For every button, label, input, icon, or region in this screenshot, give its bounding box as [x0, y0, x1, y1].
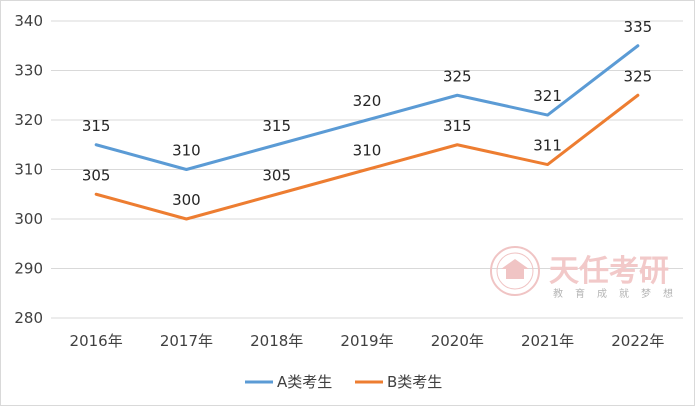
y-tick-label: 300	[14, 210, 43, 228]
x-tick-label: 2019年	[340, 332, 393, 350]
x-tick-label: 2021年	[521, 332, 574, 350]
x-tick-label: 2018年	[250, 332, 303, 350]
watermark-slogan: 教育成就梦想	[553, 287, 673, 300]
legend-label: B类考生	[387, 373, 442, 391]
watermark-slogan-char: 就	[619, 287, 629, 300]
y-tick-label: 290	[14, 260, 43, 278]
data-label: 311	[533, 137, 562, 155]
data-label: 310	[172, 142, 201, 160]
data-label: 321	[533, 87, 562, 105]
data-label: 320	[353, 92, 382, 110]
y-tick-label: 320	[14, 111, 43, 129]
data-label: 325	[624, 67, 653, 85]
watermark-slogan-char: 成	[597, 288, 607, 300]
data-label: 305	[262, 166, 291, 184]
y-tick-label: 330	[14, 62, 43, 80]
data-label: 315	[443, 117, 472, 135]
axes: 280 290 300 310 320 330 340 2016年 2017年 2018年 2019…	[14, 12, 664, 350]
watermark-slogan-char: 教	[553, 287, 563, 300]
x-tick-label: 2016年	[70, 332, 123, 350]
data-label: 315	[262, 117, 291, 135]
data-label: 300	[172, 191, 201, 209]
y-tick-label: 280	[14, 309, 43, 327]
watermark-slogan-char: 梦	[641, 288, 651, 300]
data-label: 335	[624, 18, 653, 36]
series: 315 310 315 320 325 321 335 305 300 305 310 315 311 3…	[82, 18, 653, 221]
watermark-slogan-char: 想	[663, 287, 673, 300]
watermark-title: 天任考研	[549, 254, 669, 289]
data-label: 315	[82, 117, 111, 135]
y-tick-label: 340	[14, 12, 43, 30]
legend: A类考生 B类考生	[245, 373, 442, 391]
data-label: 310	[353, 142, 382, 160]
x-tick-label: 2022年	[611, 332, 664, 350]
watermark: 天任考研 教育成就梦想	[490, 246, 673, 300]
watermark-slogan-char: 育	[575, 287, 585, 300]
data-label: 305	[82, 166, 111, 184]
y-tick-label: 310	[14, 161, 43, 179]
data-label: 325	[443, 67, 472, 85]
watermark-logo-icon	[490, 246, 540, 296]
x-tick-label: 2017年	[160, 332, 213, 350]
legend-label: A类考生	[277, 373, 332, 391]
x-tick-label: 2020年	[431, 332, 484, 350]
